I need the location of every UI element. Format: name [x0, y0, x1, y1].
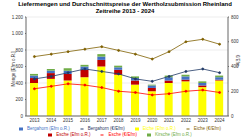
svg-text:2016: 2016 [80, 118, 91, 123]
svg-text:2014: 2014 [46, 118, 57, 123]
svg-text:0: 0 [20, 114, 23, 119]
svg-text:2022: 2022 [181, 118, 192, 123]
svg-text:0: 0 [231, 114, 234, 119]
svg-text:200: 200 [231, 89, 239, 94]
svg-text:2015: 2015 [63, 118, 74, 123]
html-text:Esche (€/Efm): Esche (€/Efm) [108, 132, 137, 137]
svg-text:2020: 2020 [147, 118, 158, 123]
svg-text:400: 400 [231, 64, 239, 70]
svg-text:1.200: 1.200 [12, 15, 24, 20]
svg-text:2023: 2023 [198, 118, 209, 123]
svg-text:2013: 2013 [29, 118, 40, 123]
html-text:Bergahorn (€/Efm): Bergahorn (€/Efm) [87, 126, 125, 131]
svg-text:€/Efm: €/Efm [235, 55, 240, 67]
svg-text:400: 400 [15, 81, 23, 86]
html-text:Eiche (Efm o.R.): Eiche (Efm o.R.) [142, 126, 176, 131]
svg-text:800: 800 [15, 48, 23, 53]
html-text:Zeitreihe 2013 - 2024: Zeitreihe 2013 - 2024 [95, 8, 155, 14]
html-text:Liefermengen und Durchschnitts: Liefermengen und Durchschnittspreise der… [18, 1, 232, 7]
html-text:Bergahorn (Efm o.R.): Bergahorn (Efm o.R.) [27, 126, 70, 131]
svg-text:800: 800 [231, 15, 239, 20]
html-text:Kirsche (Efm o.R.): Kirsche (Efm o.R.) [155, 132, 192, 137]
svg-text:2017: 2017 [97, 118, 108, 123]
svg-text:Menge [Efm o.R.]: Menge [Efm o.R.] [11, 51, 16, 86]
html-text:Esche (Efm o.R.): Esche (Efm o.R.) [56, 132, 91, 137]
svg-text:2019: 2019 [130, 118, 141, 123]
svg-text:2018: 2018 [114, 118, 125, 123]
html-text:Eiche (€/Efm): Eiche (€/Efm) [193, 126, 221, 131]
svg-text:2021: 2021 [164, 118, 175, 123]
svg-text:1.000: 1.000 [12, 31, 24, 36]
svg-text:2024: 2024 [215, 118, 226, 123]
svg-text:600: 600 [231, 39, 239, 44]
svg-text:600: 600 [15, 64, 23, 69]
svg-text:200: 200 [15, 97, 23, 102]
